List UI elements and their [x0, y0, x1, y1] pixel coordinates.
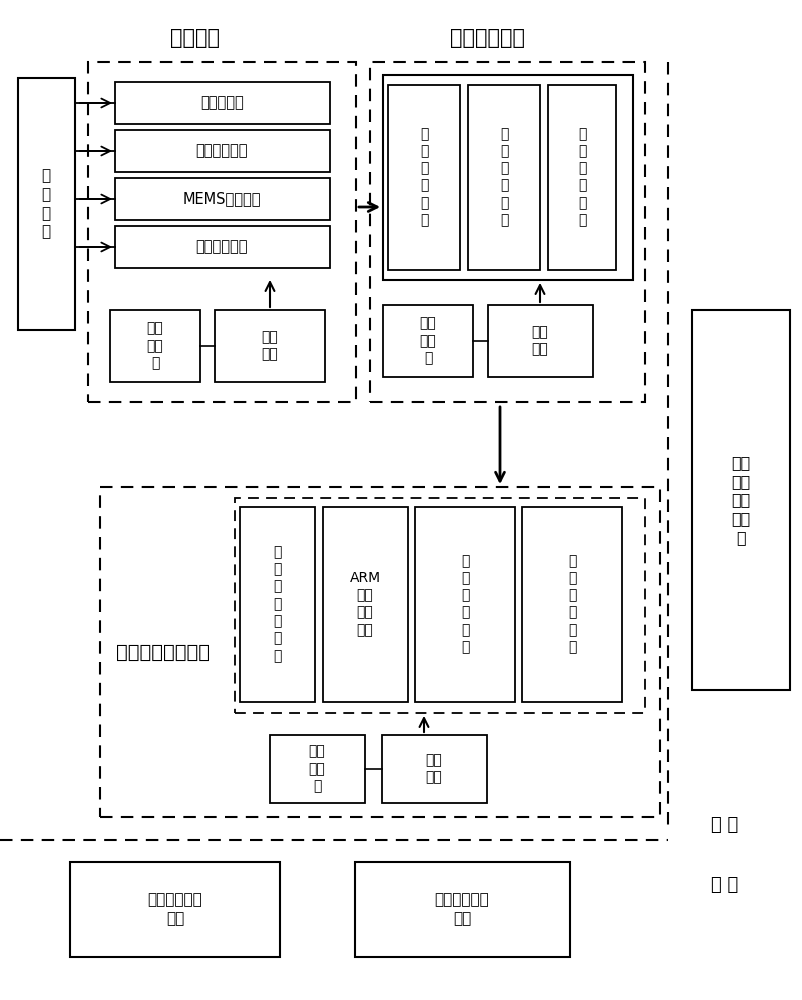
Bar: [115, 82, 330, 124]
Text: 测速测距模块: 测速测距模块: [196, 239, 248, 254]
Bar: [269, 735, 365, 803]
Text: 电源
电路: 电源 电路: [261, 330, 278, 362]
Text: 数
据
接
收
及
分
包: 数 据 接 收 及 分 包: [273, 545, 281, 663]
Bar: [215, 310, 325, 382]
Bar: [383, 75, 632, 280]
Text: 传感模块: 传感模块: [170, 28, 220, 48]
Bar: [468, 85, 539, 270]
Bar: [488, 305, 592, 377]
Bar: [88, 62, 355, 402]
Bar: [70, 862, 280, 957]
Bar: [691, 310, 789, 690]
Bar: [240, 507, 314, 702]
Bar: [100, 487, 659, 817]
Text: 电源
电路: 电源 电路: [425, 753, 442, 785]
Bar: [115, 226, 330, 268]
Text: 可充
电电
池: 可充 电电 池: [419, 317, 435, 365]
Bar: [370, 62, 644, 402]
Text: 校
准
模
块: 校 准 模 块: [42, 169, 51, 239]
Text: 多模复合处理模块: 多模复合处理模块: [115, 643, 210, 662]
Bar: [115, 178, 330, 220]
Text: ARM
多功
能处
理器: ARM 多功 能处 理器: [349, 571, 380, 637]
Text: 数
据
发
送
装
置: 数 据 发 送 装 置: [577, 127, 585, 227]
Text: 管线航迹定位
显示: 管线航迹定位 显示: [148, 892, 202, 926]
Bar: [115, 130, 330, 172]
Text: 数据采集模块: 数据采集模块: [450, 28, 525, 48]
Text: 线 下: 线 下: [711, 876, 738, 894]
Text: 可充
电电
池: 可充 电电 池: [147, 322, 163, 370]
Text: 离线轨迹生成
模块: 离线轨迹生成 模块: [434, 892, 488, 926]
Text: 数
据
存
储
装
置: 数 据 存 储 装 置: [567, 554, 576, 654]
Bar: [110, 310, 200, 382]
Bar: [521, 507, 622, 702]
Text: MEMS传感模块: MEMS传感模块: [183, 192, 261, 207]
Text: 声呐传感器: 声呐传感器: [200, 96, 244, 110]
Bar: [354, 862, 569, 957]
Text: 线 上: 线 上: [711, 816, 738, 834]
Text: 自主
牵引
及运
动平
台: 自主 牵引 及运 动平 台: [731, 455, 750, 545]
Bar: [235, 498, 644, 713]
Bar: [382, 735, 486, 803]
Bar: [18, 78, 75, 330]
Bar: [415, 507, 514, 702]
Text: 电源
电路: 电源 电路: [531, 325, 548, 357]
Text: 数
据
打
包
装
置: 数 据 打 包 装 置: [499, 127, 508, 227]
Bar: [547, 85, 615, 270]
Bar: [322, 507, 407, 702]
Text: 可充
电电
池: 可充 电电 池: [308, 745, 325, 793]
Text: 数
据
打
包
装
置: 数 据 打 包 装 置: [460, 554, 468, 654]
Bar: [383, 305, 472, 377]
Bar: [387, 85, 460, 270]
Text: 超声波传感器: 超声波传感器: [196, 143, 248, 158]
Text: 数
据
采
集
装
置: 数 据 采 集 装 置: [419, 127, 427, 227]
